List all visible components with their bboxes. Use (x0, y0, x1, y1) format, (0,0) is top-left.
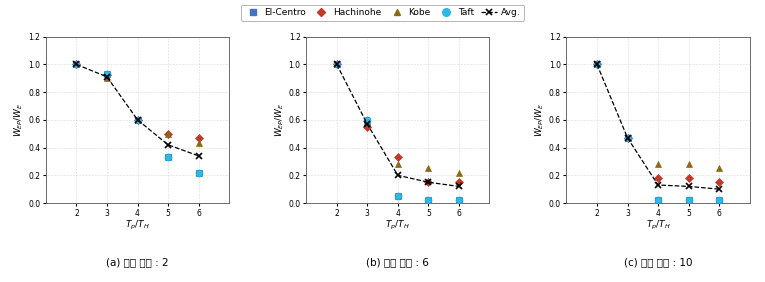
Y-axis label: $W_{EP}/W_E$: $W_{EP}/W_E$ (13, 102, 25, 137)
X-axis label: $T_p/T_H$: $T_p/T_H$ (646, 219, 670, 232)
Y-axis label: $W_{EP}/W_E$: $W_{EP}/W_E$ (273, 102, 285, 137)
Y-axis label: $W_{EP}/W_E$: $W_{EP}/W_E$ (533, 102, 546, 137)
Title: (b) 변형 비율 : 6: (b) 변형 비율 : 6 (366, 257, 429, 267)
X-axis label: $T_p/T_H$: $T_p/T_H$ (386, 219, 410, 232)
X-axis label: $T_p/T_H$: $T_p/T_H$ (125, 219, 150, 232)
Title: (a) 변형 비율 : 2: (a) 변형 비율 : 2 (106, 257, 169, 267)
Legend: El-Centro, Hachinohe, Kobe, Taft, Avg.: El-Centro, Hachinohe, Kobe, Taft, Avg. (241, 5, 524, 21)
Title: (c) 변형 비율 : 10: (c) 변형 비율 : 10 (623, 257, 692, 267)
